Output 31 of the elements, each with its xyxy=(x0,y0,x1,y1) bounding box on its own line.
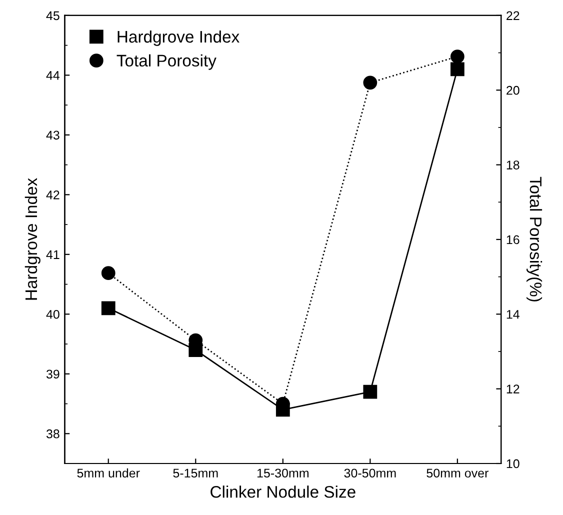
point xyxy=(101,266,116,280)
y2-axis-title: Total Porosity(%) xyxy=(526,176,542,302)
x-tick-label: 50mm over xyxy=(426,468,488,478)
x-tick-label: 15-30mm xyxy=(257,468,308,478)
point xyxy=(450,50,464,64)
point xyxy=(363,76,378,90)
y-tick-label: 40 xyxy=(46,310,60,319)
legend-label: Hardgrove Index xyxy=(118,30,240,46)
y-tick-label: 38 xyxy=(46,429,60,438)
y-axis-title: Hardgrove Index xyxy=(24,178,40,300)
y2-tick-label: 20 xyxy=(506,86,520,95)
legend-label: Total Porosity xyxy=(116,54,216,70)
y2-tick-label: 18 xyxy=(506,160,520,170)
point xyxy=(101,301,116,316)
y2-tick-label: 10 xyxy=(506,459,520,468)
y2-tick-label: 12 xyxy=(506,384,520,394)
x-tick-label: 30-50mm xyxy=(344,468,396,478)
y-tick-label: 41 xyxy=(46,250,60,259)
x-tick-label: 5mm under xyxy=(77,468,140,478)
y-tick-label: 45 xyxy=(46,11,60,20)
y-tick-label: 39 xyxy=(46,370,60,379)
y2-tick-label: 14 xyxy=(506,310,520,319)
y2-tick-label: 22 xyxy=(506,11,520,20)
y-tick-label: 44 xyxy=(46,71,60,80)
x-axis-title: Clinker Nodule Size xyxy=(210,486,356,498)
y-tick-label: 42 xyxy=(46,190,60,200)
point xyxy=(450,62,464,76)
y-tick-label: 43 xyxy=(46,130,60,140)
y2-tick-label: 16 xyxy=(506,235,520,244)
point xyxy=(363,384,378,399)
x-tick-label: 5-15mm xyxy=(173,468,218,478)
